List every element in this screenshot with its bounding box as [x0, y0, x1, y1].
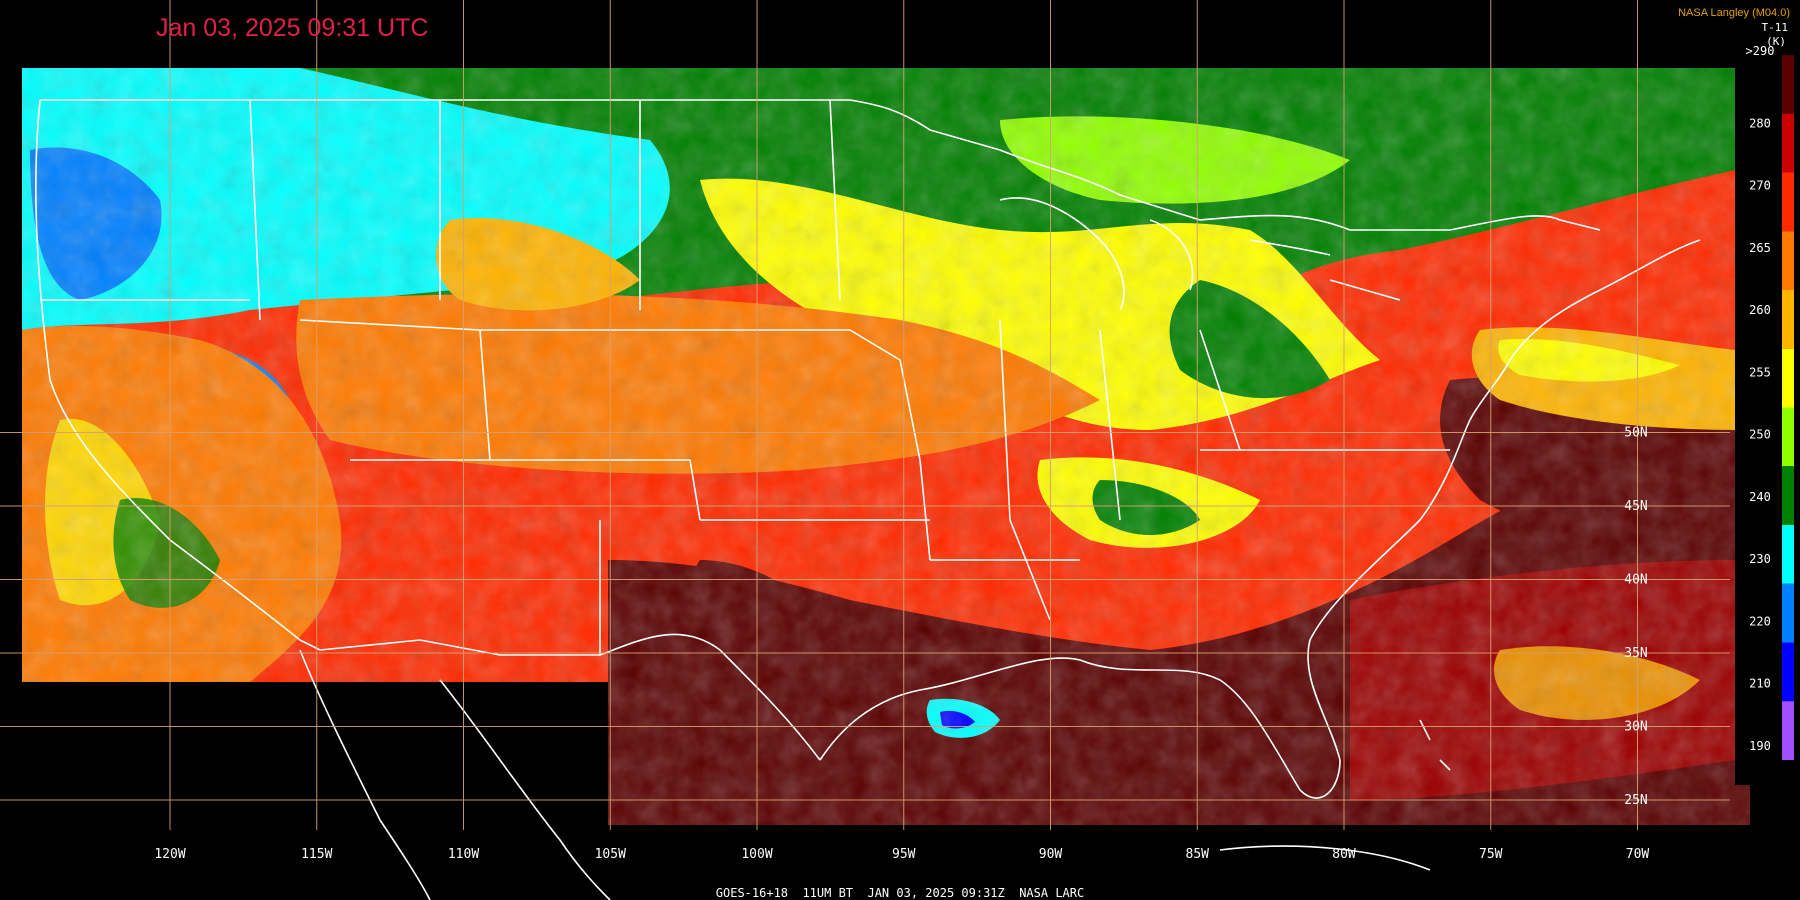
colorbar-label: 270: [1749, 179, 1771, 193]
colorbar-label: 265: [1749, 241, 1771, 255]
borders: [35, 99, 1701, 900]
longitude-label: 115W: [301, 847, 332, 862]
footer-caption: GOES-16+18 11UM BT JAN 03, 2025 09:31Z N…: [715, 886, 1085, 900]
colorbar-swatch: [1782, 348, 1794, 408]
colorbar-label: >290: [1746, 44, 1775, 58]
colorbar-label: 230: [1749, 552, 1771, 566]
colorbar-swatch: [1782, 407, 1794, 467]
gulf-coast: [819, 239, 1701, 799]
colorbar-swatch: [1782, 583, 1794, 643]
colorbar-swatch: [1782, 290, 1794, 349]
temperature-colorbar: >290 280 270 265 260 255 250 240 230 220 210 190: [1746, 44, 1794, 760]
latitude-label: 40N: [1624, 573, 1647, 588]
longitude-label: 100W: [741, 847, 772, 862]
latitude-label: 35N: [1624, 646, 1647, 661]
latitude-label: 50N: [1624, 426, 1647, 441]
colorbar-label: 255: [1749, 365, 1771, 379]
lat-lon-grid: [0, 0, 1730, 830]
state-lines: [40, 99, 1450, 655]
colorbar-swatch: [1782, 642, 1794, 702]
longitude-label: 90W: [1039, 847, 1063, 862]
longitude-label: 105W: [595, 847, 626, 862]
timestamp: Jan 03, 2025 09:31 UTC: [156, 14, 429, 42]
colorbar-swatch: [1782, 172, 1794, 232]
credit-label: NASA Langley (M04.0): [1678, 7, 1790, 19]
us-canada-border: [40, 99, 1601, 231]
colorbar-label: 240: [1749, 490, 1771, 504]
longitude-label: 95W: [892, 847, 916, 862]
mexico-baja: [299, 649, 611, 900]
west-coast: [35, 99, 321, 651]
longitude-labels: 120W 115W 110W 105W 100W 95W 90W 85W 80W 75W 70W: [154, 847, 1649, 862]
latitude-label: 25N: [1624, 793, 1647, 808]
longitude-label: 120W: [154, 847, 185, 862]
product-label: T-11: [1761, 21, 1789, 34]
colorbar-swatch: [1782, 701, 1794, 760]
longitude-label: 110W: [448, 847, 479, 862]
colorbar-label: 260: [1749, 303, 1771, 317]
latitude-label: 30N: [1624, 720, 1647, 735]
unit-label: (K): [1766, 35, 1786, 48]
colorbar-swatch: [1782, 466, 1794, 525]
great-lakes: [999, 197, 1331, 311]
us-mexico-border: [319, 633, 821, 761]
colorbar-label: 190: [1749, 739, 1771, 753]
bahamas: [1419, 719, 1451, 771]
colorbar-label: 220: [1749, 614, 1771, 628]
colorbar-swatch: [1782, 113, 1794, 173]
longitude-label: 70W: [1626, 847, 1650, 862]
colorbar-label: 250: [1749, 428, 1771, 442]
latitude-labels: 50N 45N 40N 35N 30N 25N: [1624, 426, 1647, 809]
colorbar-swatch: [1782, 231, 1794, 290]
longitude-label: 75W: [1479, 847, 1503, 862]
latitude-label: 45N: [1624, 499, 1647, 514]
longitude-label: 85W: [1186, 847, 1210, 862]
colorbar-label: 210: [1749, 677, 1771, 691]
cuba: [1219, 845, 1431, 871]
colorbar-swatch: [1782, 55, 1794, 114]
colorbar-label: 280: [1749, 116, 1771, 130]
longitude-label: 80W: [1332, 847, 1356, 862]
colorbar-swatch: [1782, 525, 1794, 584]
